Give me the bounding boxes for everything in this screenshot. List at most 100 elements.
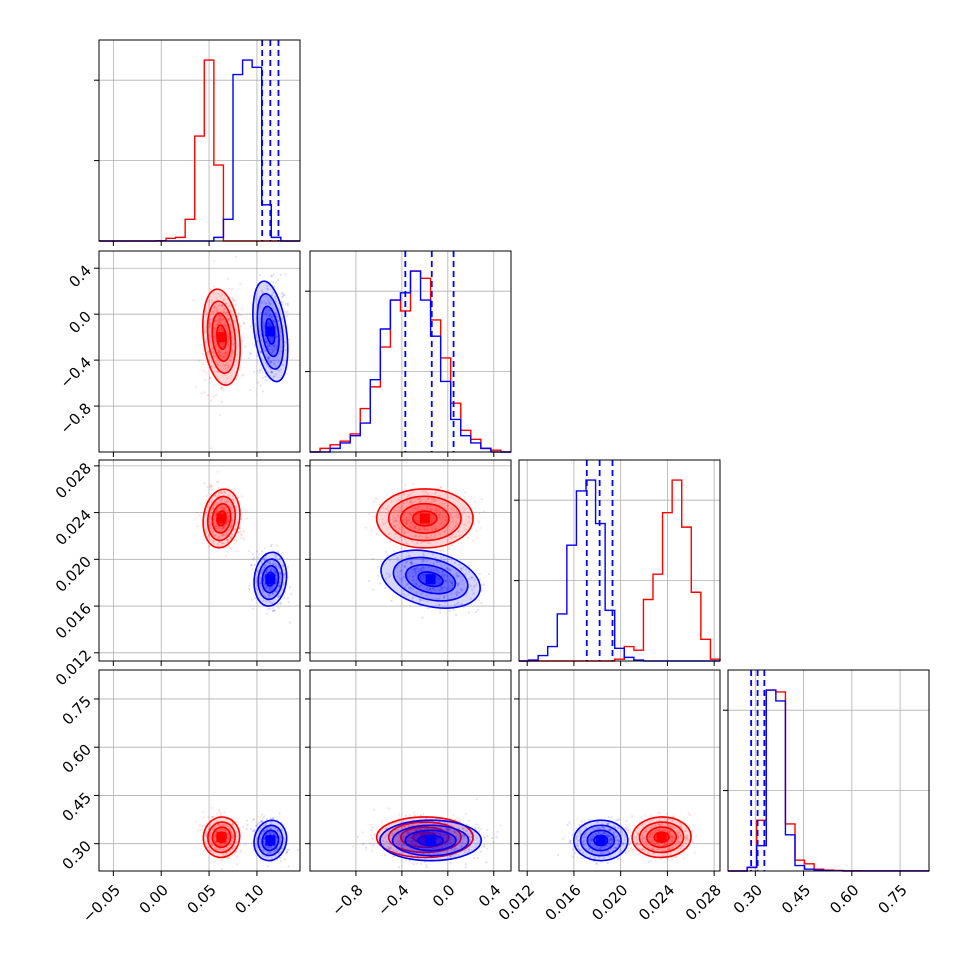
scatter-point bbox=[450, 838, 453, 841]
scatter-point bbox=[216, 542, 219, 546]
scatter-point bbox=[438, 831, 442, 835]
scatter-point bbox=[235, 328, 238, 332]
scatter-point bbox=[678, 840, 681, 843]
scatter-point bbox=[470, 576, 473, 579]
scatter-point bbox=[219, 354, 222, 357]
scatter-point bbox=[644, 835, 647, 838]
contour-2-blue bbox=[260, 305, 280, 358]
scatter-point bbox=[441, 845, 444, 849]
scatter-point bbox=[225, 349, 229, 352]
scatter-point bbox=[239, 518, 243, 521]
scatter-point bbox=[260, 289, 263, 292]
scatter-point bbox=[435, 561, 439, 564]
scatter-point bbox=[396, 513, 399, 516]
scatter-point bbox=[443, 843, 446, 847]
scatter-point bbox=[425, 536, 428, 540]
scatter-point bbox=[277, 852, 280, 855]
scatter-point bbox=[214, 326, 217, 330]
scatter-point bbox=[389, 845, 392, 848]
scatter-point bbox=[376, 574, 380, 577]
scatter-point bbox=[227, 335, 230, 338]
scatter-point bbox=[377, 565, 380, 568]
scatter-point bbox=[638, 843, 641, 846]
scatter-point bbox=[453, 840, 456, 843]
scatter-point bbox=[269, 313, 272, 316]
scatter-point bbox=[430, 521, 433, 524]
scatter-point bbox=[263, 349, 266, 352]
scatter-point bbox=[637, 826, 640, 830]
scatter-point bbox=[268, 359, 272, 363]
contour-2-blue bbox=[261, 564, 280, 594]
scatter-point bbox=[464, 572, 467, 575]
scatter-point bbox=[270, 545, 273, 548]
scatter-point bbox=[213, 835, 216, 838]
scatter-point bbox=[442, 850, 445, 854]
scatter-point bbox=[220, 859, 223, 862]
scatter-point bbox=[492, 841, 495, 844]
scatter-point bbox=[217, 363, 220, 366]
scatter-point bbox=[263, 584, 266, 587]
scatter-point bbox=[615, 834, 619, 837]
scatter-point bbox=[465, 823, 468, 826]
scatter-point bbox=[441, 566, 444, 569]
scatter-point bbox=[279, 571, 282, 574]
scatter-point bbox=[226, 311, 229, 314]
scatter-point bbox=[265, 845, 268, 848]
scatter-point bbox=[215, 360, 218, 363]
scatter-point bbox=[405, 555, 408, 559]
scatter-point bbox=[286, 310, 289, 313]
scatter-point bbox=[214, 825, 217, 828]
scatter-point bbox=[597, 827, 601, 830]
scatter-point bbox=[227, 333, 230, 336]
scatter-point bbox=[450, 847, 453, 850]
scatter-point bbox=[287, 338, 291, 341]
scatter-point bbox=[228, 546, 231, 550]
scatter-point bbox=[446, 840, 449, 843]
scatter-point bbox=[443, 530, 446, 533]
scatter-point bbox=[420, 569, 423, 572]
scatter-point bbox=[235, 550, 238, 553]
scatter-point bbox=[368, 513, 371, 516]
scatter-point bbox=[412, 575, 415, 578]
scatter-point bbox=[440, 556, 443, 559]
scatter-point bbox=[213, 524, 216, 528]
scatter-point bbox=[398, 813, 401, 816]
scatter-point bbox=[230, 524, 233, 528]
scatter-point bbox=[478, 572, 481, 576]
scatter-point bbox=[387, 835, 391, 838]
scatter-point bbox=[642, 840, 645, 843]
scatter-point bbox=[272, 585, 275, 588]
scatter-point bbox=[437, 837, 440, 840]
scatter-point bbox=[456, 582, 459, 586]
scatter-point bbox=[224, 364, 227, 367]
scatter-point bbox=[388, 540, 392, 543]
scatter-point bbox=[421, 574, 424, 577]
scatter-point bbox=[236, 863, 239, 866]
scatter-point bbox=[677, 836, 680, 839]
scatter-point bbox=[412, 511, 415, 514]
scatter-point bbox=[445, 833, 448, 837]
scatter-point bbox=[668, 831, 671, 834]
scatter-point bbox=[274, 849, 278, 852]
scatter-point bbox=[421, 823, 425, 826]
scatter-point bbox=[256, 570, 260, 573]
scatter-point bbox=[214, 514, 217, 517]
scatter-point bbox=[273, 295, 277, 299]
scatter-point bbox=[210, 365, 214, 368]
scatter-point bbox=[371, 558, 374, 561]
scatter-point bbox=[415, 583, 418, 586]
scatter-point bbox=[676, 833, 680, 836]
scatter-point bbox=[210, 842, 214, 845]
scatter-point bbox=[229, 327, 233, 330]
contour-1-red bbox=[638, 821, 685, 854]
scatter-point bbox=[476, 608, 479, 611]
scatter-point bbox=[222, 508, 225, 511]
scatter-point bbox=[224, 507, 227, 510]
scatter-point bbox=[419, 604, 422, 608]
scatter-point bbox=[451, 520, 454, 523]
scatter-point bbox=[415, 566, 419, 569]
scatter-point bbox=[679, 840, 682, 844]
scatter-point bbox=[274, 569, 277, 573]
scatter-point bbox=[457, 601, 460, 604]
scatter-point bbox=[222, 508, 225, 511]
